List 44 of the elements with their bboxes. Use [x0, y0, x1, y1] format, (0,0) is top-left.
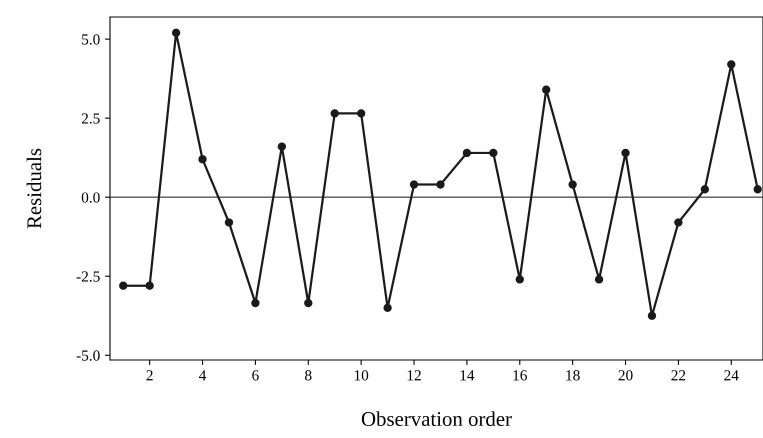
- x-tick-label: 4: [199, 370, 206, 380]
- y-tick-label: -5.0: [76, 350, 100, 361]
- point: [489, 148, 498, 158]
- point: [278, 142, 286, 151]
- x-tick-label: 22: [671, 370, 686, 380]
- x-tick-label: 24: [724, 370, 739, 380]
- point: [330, 109, 339, 118]
- x-tick-label: 2: [146, 370, 153, 380]
- point: [462, 148, 472, 158]
- x-tick-label: 20: [618, 370, 633, 380]
- y-tick-label: 2.5: [82, 113, 100, 124]
- point: [304, 298, 312, 308]
- point: [145, 282, 154, 290]
- point: [621, 148, 630, 158]
- y-tick-label: -2.5: [76, 271, 100, 282]
- point: [568, 180, 577, 189]
- x-tick-label: 10: [354, 370, 368, 380]
- point: [436, 180, 445, 189]
- point: [542, 86, 550, 94]
- point: [410, 180, 418, 189]
- point: [516, 275, 524, 284]
- point: [172, 28, 180, 37]
- x-tick-label: 16: [513, 370, 527, 380]
- x-tick-label: 18: [566, 370, 580, 380]
- x-tick-label: 8: [305, 370, 312, 380]
- point: [356, 109, 366, 118]
- y-axis-title: Residuals: [26, 148, 42, 228]
- y-tick-label: 0.0: [82, 192, 100, 203]
- point: [383, 304, 392, 312]
- point: [754, 185, 762, 194]
- y-tick-label: 5.0: [82, 34, 100, 45]
- point: [251, 298, 260, 308]
- point: [594, 275, 604, 284]
- x-tick-label: 12: [408, 370, 421, 380]
- point: [224, 218, 234, 227]
- x-tick-label: 6: [252, 370, 259, 380]
- point: [700, 185, 710, 194]
- x-axis-title: Observation order: [362, 411, 512, 426]
- x-tick-label: 14: [460, 370, 474, 380]
- point: [727, 60, 736, 69]
- point: [674, 218, 683, 227]
- point: [119, 282, 128, 290]
- point: [648, 312, 656, 320]
- point: [198, 155, 207, 164]
